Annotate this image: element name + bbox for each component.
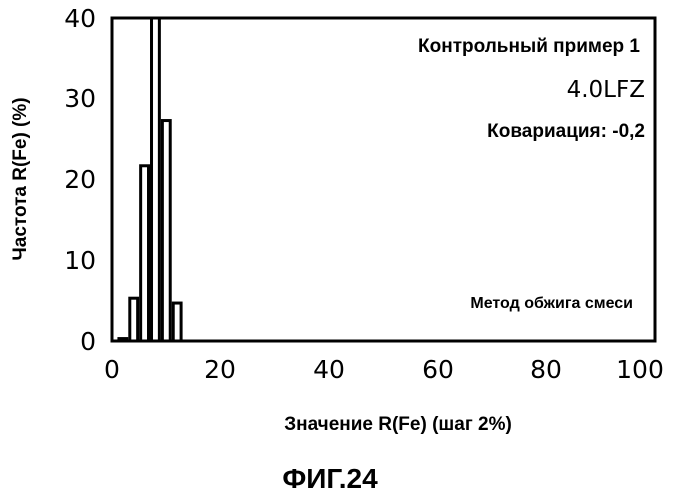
histogram-bar [130,298,138,341]
x-tick-label: 100 [616,355,664,384]
x-tick-label: 40 [313,355,345,384]
code-annotation: 4.0LFZ [567,77,645,103]
y-tick-label: 0 [80,327,96,356]
y-tick-label: 40 [64,4,96,33]
x-tick-label: 60 [422,355,454,384]
method-annotation: Метод обжига смеси [470,295,633,312]
bars-group [119,18,181,341]
covariance-annotation: Ковариация: -0,2 [487,121,645,142]
x-tick-label: 20 [204,355,236,384]
y-tick-label: 20 [64,165,96,194]
histogram-bar [141,166,149,341]
y-axis-label: Частота R(Fe) (%) [10,97,31,260]
plot-frame [112,18,655,341]
histogram-bar [152,18,160,341]
y-tick-label: 30 [64,84,96,113]
x-axis-label: Значение R(Fe) (шаг 2%) [284,414,512,435]
histogram-bar [162,121,170,341]
histogram-bar [173,303,181,341]
sample-annotation: Контрольный пример 1 [418,36,640,57]
x-tick-label: 0 [104,355,120,384]
y-tick-label: 10 [64,246,96,275]
figure-caption: ФИГ.24 [282,463,378,494]
x-tick-label: 80 [530,355,562,384]
